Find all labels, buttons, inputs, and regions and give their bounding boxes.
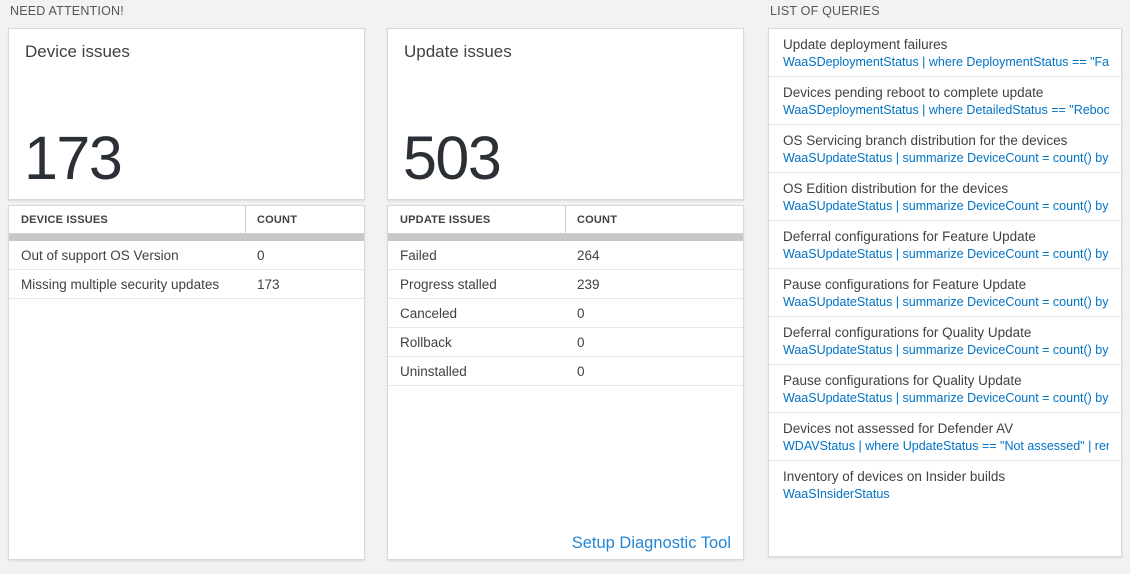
device-issues-table: DEVICE ISSUES COUNT Out of support OS Ve… — [8, 205, 365, 560]
query-text: WaaSUpdateStatus | summarize DeviceCount… — [783, 343, 1109, 357]
device-table-rows: Out of support OS Version 0 Missing mult… — [9, 241, 364, 299]
row-label: Uninstalled — [400, 363, 467, 379]
query-item[interactable]: Devices not assessed for Defender AV WDA… — [769, 413, 1121, 461]
query-title: Pause configurations for Feature Update — [783, 277, 1027, 292]
query-title: Devices pending reboot to complete updat… — [783, 85, 1044, 100]
update-table-header-count: COUNT — [577, 213, 618, 226]
list-of-queries-section-title: LIST OF QUERIES — [770, 4, 880, 18]
row-count: 239 — [577, 276, 600, 292]
update-issues-title: Update issues — [404, 42, 512, 61]
device-table-scroll-track — [9, 234, 364, 241]
query-title: Deferral configurations for Feature Upda… — [783, 229, 1036, 244]
update-issues-table: UPDATE ISSUES COUNT Failed 264 Progress … — [387, 205, 744, 560]
table-row[interactable]: Uninstalled 0 — [388, 357, 743, 386]
update-table-header: UPDATE ISSUES COUNT — [388, 206, 743, 234]
row-label: Progress stalled — [400, 276, 497, 292]
query-title: Pause configurations for Quality Update — [783, 373, 1022, 388]
table-row[interactable]: Canceled 0 — [388, 299, 743, 328]
query-text: WaaSInsiderStatus — [783, 487, 890, 501]
table-row[interactable]: Failed 264 — [388, 241, 743, 270]
device-table-header-count: COUNT — [257, 213, 298, 226]
row-count: 264 — [577, 247, 600, 263]
queries-items: Update deployment failures WaaSDeploymen… — [769, 29, 1121, 509]
query-text: WaaSUpdateStatus | summarize DeviceCount… — [783, 199, 1109, 213]
query-title: Update deployment failures — [783, 37, 948, 52]
query-item[interactable]: OS Servicing branch distribution for the… — [769, 125, 1121, 173]
row-count: 173 — [257, 276, 280, 292]
queries-list: Update deployment failures WaaSDeploymen… — [768, 28, 1122, 557]
update-table-header-issues: UPDATE ISSUES — [388, 206, 566, 233]
table-row[interactable]: Progress stalled 239 — [388, 270, 743, 299]
update-issues-tile[interactable]: Update issues 503 — [387, 28, 744, 200]
query-title: Deferral configurations for Quality Upda… — [783, 325, 1032, 340]
row-count: 0 — [577, 305, 585, 321]
row-count: 0 — [577, 334, 585, 350]
query-text: WaaSDeploymentStatus | where DetailedSta… — [783, 103, 1109, 117]
device-table-header: DEVICE ISSUES COUNT — [9, 206, 364, 234]
row-count: 0 — [257, 247, 265, 263]
query-item[interactable]: Deferral configurations for Quality Upda… — [769, 317, 1121, 365]
update-table-scroll-track — [388, 234, 743, 241]
query-item[interactable]: Inventory of devices on Insider builds W… — [769, 461, 1121, 509]
query-item[interactable]: Devices pending reboot to complete updat… — [769, 77, 1121, 125]
query-item[interactable]: Pause configurations for Quality Update … — [769, 365, 1121, 413]
table-row[interactable]: Missing multiple security updates 173 — [9, 270, 364, 299]
query-item[interactable]: Update deployment failures WaaSDeploymen… — [769, 29, 1121, 77]
row-count: 0 — [577, 363, 585, 379]
query-item[interactable]: Pause configurations for Feature Update … — [769, 269, 1121, 317]
query-title: Devices not assessed for Defender AV — [783, 421, 1014, 436]
table-row[interactable]: Out of support OS Version 0 — [9, 241, 364, 270]
need-attention-section-title: NEED ATTENTION! — [10, 4, 124, 18]
row-label: Canceled — [400, 305, 458, 321]
query-item[interactable]: Deferral configurations for Feature Upda… — [769, 221, 1121, 269]
table-row[interactable]: Rollback 0 — [388, 328, 743, 357]
update-issues-count: 503 — [403, 124, 502, 192]
query-text: WaaSUpdateStatus | summarize DeviceCount… — [783, 295, 1109, 309]
device-issues-title: Device issues — [25, 42, 130, 61]
query-text: WaaSUpdateStatus | summarize DeviceCount… — [783, 151, 1109, 165]
device-issues-count: 173 — [24, 124, 123, 192]
row-label: Out of support OS Version — [21, 247, 179, 263]
query-title: OS Edition distribution for the devices — [783, 181, 1009, 196]
setup-diagnostic-tool-link[interactable]: Setup Diagnostic Tool — [571, 534, 731, 552]
query-text: WaaSUpdateStatus | summarize DeviceCount… — [783, 247, 1109, 261]
device-issues-tile[interactable]: Device issues 173 — [8, 28, 365, 200]
row-label: Rollback — [400, 334, 452, 350]
query-text: WaaSDeploymentStatus | where DeploymentS… — [783, 55, 1109, 69]
query-item[interactable]: OS Edition distribution for the devices … — [769, 173, 1121, 221]
query-text: WaaSUpdateStatus | summarize DeviceCount… — [783, 391, 1109, 405]
query-title: OS Servicing branch distribution for the… — [783, 133, 1068, 148]
update-table-rows: Failed 264 Progress stalled 239 Canceled… — [388, 241, 743, 386]
row-label: Missing multiple security updates — [21, 276, 220, 292]
row-label: Failed — [400, 247, 437, 263]
query-title: Inventory of devices on Insider builds — [783, 469, 1006, 484]
query-text: WDAVStatus | where UpdateStatus == "Not … — [783, 439, 1109, 453]
device-table-header-issues: DEVICE ISSUES — [9, 206, 246, 233]
